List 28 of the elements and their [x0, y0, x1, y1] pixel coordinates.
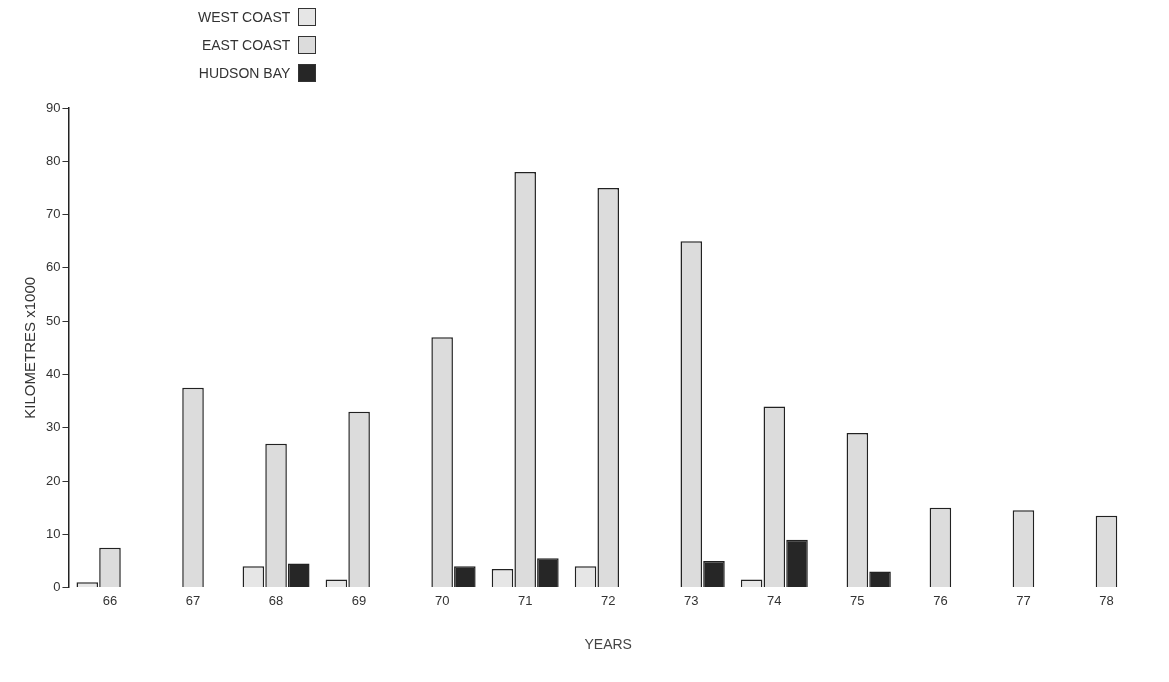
x-tick-label: 73 [684, 592, 699, 608]
y-tick-label: 20 [45, 472, 61, 488]
x-tick-label: 67 [185, 592, 201, 608]
y-axis-title: KILOMETRES x1000 [21, 276, 39, 419]
x-tick-label: 77 [1016, 592, 1031, 608]
y-tick-label: 30 [45, 419, 61, 435]
x-tick-label: 75 [850, 592, 865, 608]
y-tick-label: 70 [45, 206, 61, 222]
y-tick-label: 10 [45, 525, 61, 541]
y-tick-label: 40 [45, 366, 61, 382]
legend-label: WEST COAST [198, 9, 291, 25]
y-tick-label: 80 [45, 152, 61, 168]
x-tick-label: 66 [102, 592, 118, 608]
y-tick-label: 60 [45, 259, 61, 275]
y-tick-label: 90 [45, 99, 61, 115]
legend-label: EAST COAST [201, 37, 291, 53]
x-tick-label: 68 [268, 592, 284, 608]
x-tick-label: 74 [767, 592, 782, 608]
x-axis-title: YEARS [584, 636, 632, 653]
x-tick-label: 70 [434, 592, 450, 608]
x-tick-label: 76 [933, 592, 948, 608]
legend-label: HUDSON BAY [198, 65, 291, 81]
y-tick-label: 50 [45, 312, 61, 328]
x-tick-label: 72 [601, 592, 616, 608]
x-tick-label: 78 [1099, 592, 1114, 608]
x-tick-label: 71 [517, 592, 533, 608]
y-tick-label: 0 [53, 579, 61, 595]
x-tick-label: 69 [351, 592, 367, 608]
